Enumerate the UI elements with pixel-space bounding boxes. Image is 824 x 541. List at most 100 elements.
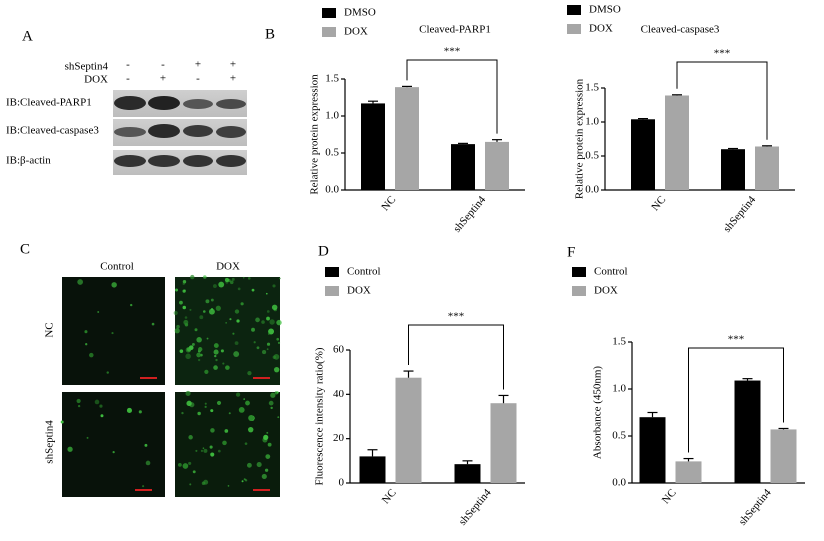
speckle <box>130 303 133 307</box>
bar <box>395 377 422 483</box>
speckle <box>267 442 272 447</box>
chart-title: Cleaved-PARP1 <box>419 24 491 36</box>
sign: + <box>230 73 236 85</box>
speckle <box>188 435 193 440</box>
column-label: DOX <box>216 261 240 273</box>
speckle <box>189 483 192 486</box>
speckle <box>112 450 115 454</box>
speckle <box>204 402 207 405</box>
speckle <box>144 443 148 447</box>
speckle <box>204 369 209 374</box>
micrographs <box>60 274 282 497</box>
legend-swatch <box>572 267 586 277</box>
speckle <box>215 305 221 311</box>
y-tick-label: 1.0 <box>612 383 626 395</box>
speckle <box>179 300 183 305</box>
speckle <box>214 354 217 358</box>
speckle <box>197 411 201 416</box>
speckle <box>270 406 273 410</box>
y-tick-label: 1.0 <box>325 110 339 122</box>
speckle <box>216 400 222 405</box>
bar <box>755 146 779 190</box>
speckle <box>84 330 88 334</box>
speckle <box>182 305 187 310</box>
legend-label: Control <box>347 266 381 278</box>
y-tick-label: 0.5 <box>585 150 599 162</box>
speckle <box>240 302 244 306</box>
speckle <box>241 480 244 483</box>
speckle <box>220 349 224 353</box>
annotation: *** <box>444 46 461 58</box>
speckle <box>268 328 275 335</box>
speckle <box>263 434 269 441</box>
bar <box>721 149 745 190</box>
x-tick-label: shSeptin4 <box>451 193 488 234</box>
speckle <box>175 288 179 292</box>
speckle <box>186 347 192 352</box>
speckle <box>243 398 245 400</box>
bar <box>639 417 666 483</box>
speckle <box>198 347 203 352</box>
sign: + <box>160 73 166 85</box>
speckle <box>97 311 100 313</box>
x-tick-label: shSeptin4 <box>737 486 774 527</box>
speckle <box>142 485 145 488</box>
speckle <box>177 462 182 467</box>
speckle <box>261 473 267 480</box>
speckle <box>151 322 155 326</box>
legend-label: DMSO <box>589 4 621 16</box>
speckle <box>235 392 241 397</box>
speckle <box>212 284 217 288</box>
speckle <box>274 391 279 395</box>
speckle <box>183 319 189 325</box>
blot-label: IB:Cleaved-caspase3 <box>6 125 99 137</box>
speckle <box>224 429 229 433</box>
row-label: NC <box>44 322 56 337</box>
speckle <box>184 289 186 292</box>
sign: + <box>230 59 236 71</box>
legend-swatch <box>325 286 339 296</box>
speckle <box>255 317 260 323</box>
speckle <box>247 426 254 433</box>
speckle <box>265 454 271 459</box>
bar <box>734 380 761 483</box>
speckle <box>231 277 235 281</box>
speckle <box>213 343 219 349</box>
y-axis-label: Relative protein expression <box>309 74 321 195</box>
speckle <box>245 400 250 406</box>
legend-label: DMSO <box>344 7 376 19</box>
panel-label: F <box>567 244 575 260</box>
speckle <box>229 280 234 285</box>
significance-bracket <box>408 324 504 390</box>
speckle <box>184 316 188 319</box>
x-tick-label: shSeptin4 <box>457 486 494 527</box>
speckle <box>182 280 187 284</box>
y-axis-label: Fluorescence intensity ratio(%) <box>314 347 326 485</box>
bar <box>770 429 797 483</box>
blot-label: IB:Cleaved-PARP1 <box>6 97 92 109</box>
speckle <box>237 287 241 291</box>
speckle <box>138 410 142 414</box>
speckle <box>67 446 73 452</box>
speckle <box>242 276 245 279</box>
speckle <box>203 275 207 279</box>
speckle <box>228 412 231 415</box>
speckle <box>224 277 229 282</box>
legend-swatch <box>325 267 339 277</box>
speckle <box>244 479 248 482</box>
speckle <box>196 337 202 343</box>
speckle <box>210 428 215 433</box>
speckle <box>247 277 251 280</box>
speckle <box>85 343 88 346</box>
speckle <box>215 358 218 362</box>
speckle <box>206 337 209 340</box>
speckle <box>204 405 207 408</box>
speckle <box>225 322 227 324</box>
speckle <box>261 320 265 324</box>
sign: - <box>126 73 130 85</box>
speckle <box>262 350 267 355</box>
x-tick-label: NC <box>660 487 679 506</box>
speckle <box>182 282 185 286</box>
significance-bracket <box>406 59 498 134</box>
